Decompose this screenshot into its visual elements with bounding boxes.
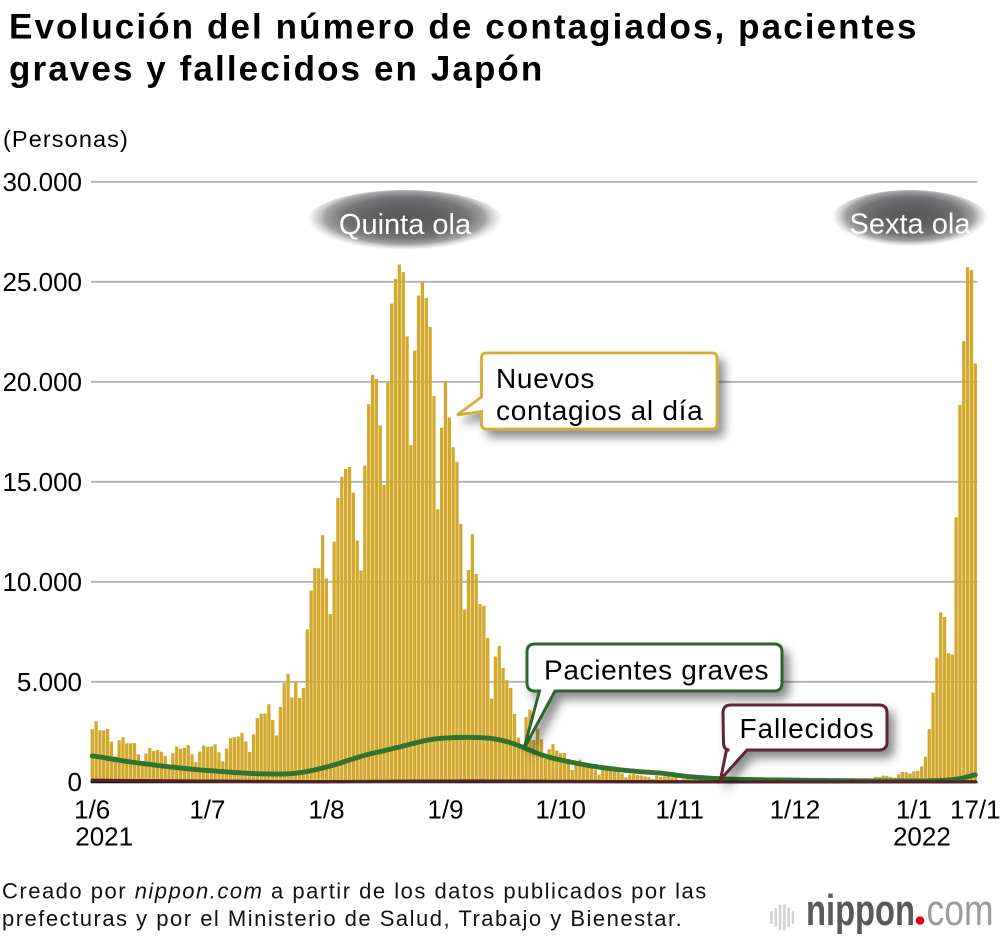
svg-text:Quinta ola: Quinta ola (339, 209, 472, 241)
svg-text:Pacientes graves: Pacientes graves (544, 655, 769, 686)
svg-text:1/10: 1/10 (535, 795, 586, 825)
svg-text:Nuevos: Nuevos (496, 363, 595, 394)
svg-text:(Personas): (Personas) (3, 126, 129, 152)
svg-text:5.000: 5.000 (17, 667, 82, 697)
svg-text:1/6: 1/6 (74, 795, 110, 825)
svg-text:com: com (927, 886, 994, 935)
svg-text:0: 0 (68, 767, 82, 797)
svg-text:graves y fallecidos en Japón: graves y fallecidos en Japón (9, 50, 544, 89)
svg-text:prefecturas y por el Ministeri: prefecturas y por el Ministerio de Salud… (2, 906, 683, 931)
svg-text:10.000: 10.000 (2, 567, 82, 597)
svg-text:1/12: 1/12 (770, 795, 821, 825)
svg-text:1/1: 1/1 (896, 795, 932, 825)
svg-text:1/8: 1/8 (308, 795, 344, 825)
svg-text:1/9: 1/9 (427, 795, 463, 825)
svg-text:1/7: 1/7 (189, 795, 225, 825)
svg-text:contagios al día: contagios al día (496, 395, 703, 426)
svg-text:Creado por nippon.com a partir: Creado por nippon.com a partir de los da… (2, 879, 708, 904)
svg-text:Fallecidos: Fallecidos (739, 713, 874, 744)
svg-text:20.000: 20.000 (2, 367, 82, 397)
svg-text:2022: 2022 (893, 822, 951, 852)
svg-text:25.000: 25.000 (2, 267, 82, 297)
svg-text:2021: 2021 (75, 822, 133, 852)
svg-text:17/1: 17/1 (950, 795, 1000, 825)
svg-text:30.000: 30.000 (2, 167, 82, 197)
svg-text:nippon: nippon (806, 886, 915, 935)
svg-text:Sexta ola: Sexta ola (850, 209, 972, 241)
svg-text:15.000: 15.000 (2, 467, 82, 497)
svg-text:1/11: 1/11 (655, 795, 704, 825)
svg-text:Evolución del número de contag: Evolución del número de contagiados, pac… (9, 8, 919, 47)
